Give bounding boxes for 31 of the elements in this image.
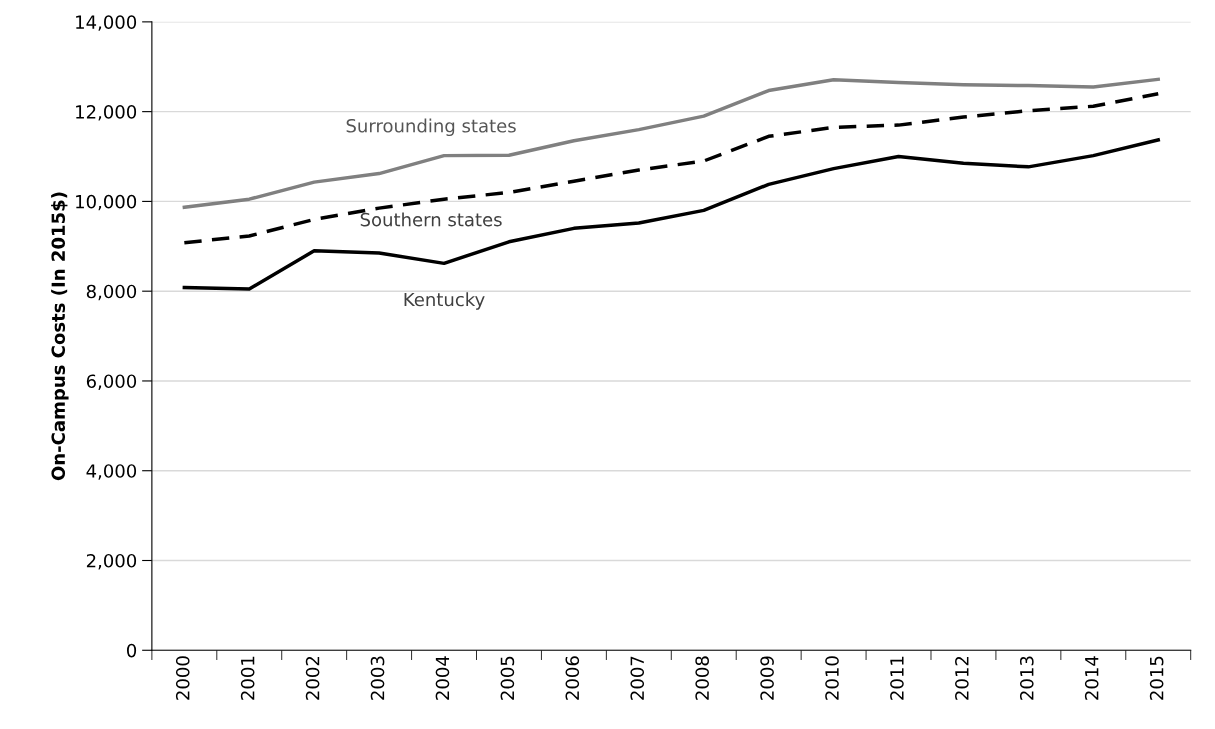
y-tick-label: 14,000: [76, 15, 137, 31]
x-tick-label: 2002: [305, 656, 320, 700]
x-tick-label: 2012: [955, 656, 969, 700]
y-tick-label: 6,000: [86, 374, 137, 390]
x-tick-label: 2008: [695, 656, 709, 700]
y-tick-label: 4,000: [86, 464, 137, 480]
y-tick-label: 10,000: [76, 194, 137, 211]
series-label: Southern states: [360, 212, 502, 227]
x-tick-label: 2003: [370, 656, 385, 700]
y-tick-label: 8,000: [86, 284, 137, 301]
y-tick-label: 2,000: [86, 553, 137, 570]
line-series: [182, 91, 1160, 245]
x-tick-label: 2014: [1084, 656, 1099, 700]
x-tick-label: 2015: [1149, 656, 1164, 700]
line-series: [182, 138, 1160, 291]
y-axis-title: On-Campus Costs (In 2015$): [51, 192, 69, 481]
y-tick-label: 12,000: [76, 105, 137, 121]
x-tick-label: 2000: [175, 656, 190, 700]
line-series: [182, 77, 1160, 209]
x-tick-label: 2007: [630, 656, 645, 700]
x-tick-label: 2009: [760, 656, 774, 700]
series-label: Surrounding states: [346, 118, 516, 137]
x-tick-label: 2005: [500, 656, 515, 700]
x-tick-label: 2010: [825, 656, 839, 700]
y-tick-label: 0: [126, 643, 137, 658]
x-tick-label: 2013: [1019, 656, 1034, 700]
x-tick-label: 2001: [240, 656, 255, 700]
x-tick-label: 2006: [565, 656, 580, 700]
x-tick-label: 2004: [435, 656, 450, 700]
series-label: Kentucky: [404, 292, 485, 310]
x-tick-label: 2011: [890, 656, 904, 700]
